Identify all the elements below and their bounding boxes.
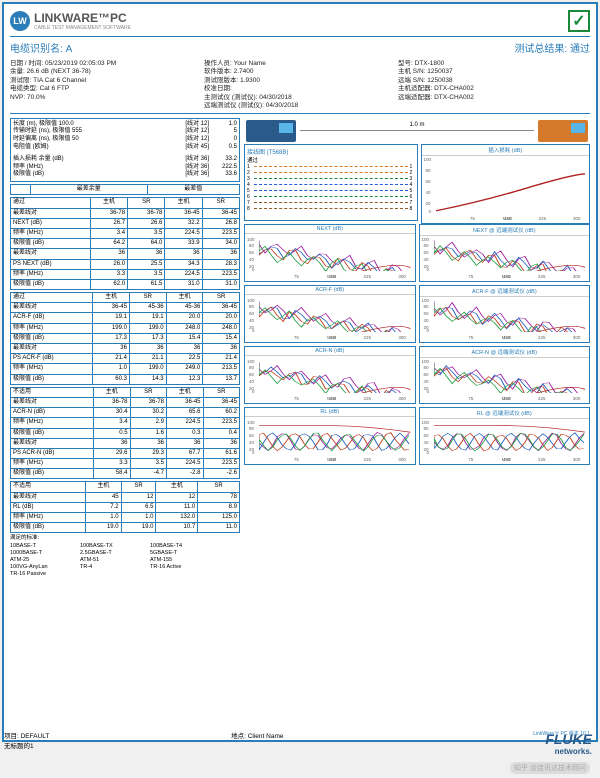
chart-insertion-loss: 插入损耗 (dB)10080604020075150225300MHz <box>421 144 591 224</box>
footer-info: 项目: DEFAULT 地点: Client Name 无标题的1 <box>4 730 283 750</box>
report-page: LW LINKWARE™PC CABLE TEST MANAGEMENT SOF… <box>2 2 598 742</box>
info-grid: 日期 / 时间: 05/23/2019 02:05:03 PM余量: 26.6 … <box>10 58 590 114</box>
standards-list: 满足的标准:10BASE-T100BASE-TX100BASE-T41000BA… <box>10 535 240 578</box>
logo-text: LINKWARE™PC <box>34 11 131 25</box>
connection-distance: 1.0 m <box>409 122 424 128</box>
device-diagram: 1.0 m <box>244 118 590 144</box>
info-col-3: 型号: DTX-1800主机 S/N: 1250037远端 S/N: 12500… <box>398 60 590 111</box>
logo-icon: LW <box>10 11 30 31</box>
chart-5: ACR-N (dB)10080604020075150225300MHz <box>244 346 416 404</box>
chart-4: ACR-F @ 远端测试仪 (dB)1008060402007515022530… <box>419 285 591 343</box>
result-value: 通过 <box>570 44 590 55</box>
logo-area: LW LINKWARE™PC CABLE TEST MANAGEMENT SOF… <box>10 11 131 31</box>
footer-sub: 无标题的1 <box>4 743 34 750</box>
chart-2: NEXT @ 远端测试仪 (dB)10080604020075150225300… <box>419 224 591 282</box>
logo-subtitle: CABLE TEST MANAGEMENT SOFTWARE <box>34 25 131 31</box>
fluke-text: FLUKE <box>545 731 592 747</box>
chart-grid: NEXT (dB)10080604020075150225300MHzNEXT … <box>244 224 590 465</box>
header: LW LINKWARE™PC CABLE TEST MANAGEMENT SOF… <box>10 10 590 37</box>
main-content: 长度 (m), 极限值 100.0[线对 12]1.0传输时延 (ns), 极限… <box>10 118 590 579</box>
right-column: 1.0 m 接线图 (T568B)通过1122334455667788 插入损耗… <box>244 118 590 579</box>
title-row: 电缆识别名: A 测试总结果: 通过 <box>10 37 590 58</box>
cable-id-label: 电缆识别名: <box>10 44 63 55</box>
pass-checkmark-icon: ✓ <box>568 10 590 32</box>
chart-8: RL @ 远端测试仪 (dB)10080604020075150225300MH… <box>419 407 591 465</box>
margin-tables: 最差余量最差值通过主机SR主机SR最差线对36-7836-7836-4536-4… <box>10 184 240 533</box>
main-device-icon <box>246 120 296 142</box>
chart-7: RL (dB)10080604020075150225300MHz <box>244 407 416 465</box>
chart-3: ACR-F (dB)10080604020075150225300MHz <box>244 285 416 343</box>
watermark: 知乎 @连讯达技术顾问 <box>510 762 590 774</box>
result-label: 测试总结果: <box>514 44 567 55</box>
remote-device-icon <box>538 120 588 142</box>
left-column: 长度 (m), 极限值 100.0[线对 12]1.0传输时延 (ns), 极限… <box>10 118 240 579</box>
footer-project: 项目: DEFAULT <box>4 733 49 740</box>
info-col-1: 日期 / 时间: 05/23/2019 02:05:03 PM余量: 26.6 … <box>10 60 202 111</box>
summary-box: 长度 (m), 极限值 100.0[线对 12]1.0传输时延 (ns), 极限… <box>10 118 240 183</box>
cable-id: A <box>66 44 73 55</box>
fluke-logo: FLUKE networks. <box>545 731 592 756</box>
chart-1: NEXT (dB)10080604020075150225300MHz <box>244 224 416 282</box>
info-col-2: 操作人员: Your Name软件版本: 2.7400测试限版本: 1.9300… <box>204 60 396 111</box>
fluke-subtext: networks. <box>545 747 592 756</box>
footer-location: 地点: Client Name <box>231 733 283 740</box>
chart-6: ACR-N @ 远端测试仪 (dB)1008060402007515022530… <box>419 346 591 404</box>
connection-line: 1.0 m <box>300 130 534 131</box>
wiremap: 接线图 (T568B)通过1122334455667788 <box>244 144 418 221</box>
